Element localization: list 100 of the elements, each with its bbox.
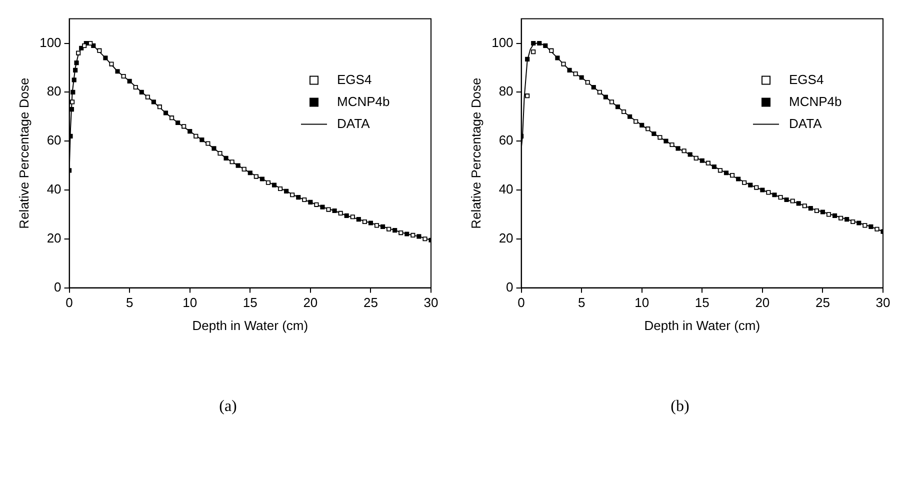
point	[868, 224, 874, 229]
point	[862, 223, 868, 228]
point	[206, 141, 210, 146]
point	[621, 109, 626, 114]
point	[874, 226, 880, 232]
point	[248, 170, 252, 176]
point	[169, 116, 174, 120]
x-tick-label: 25	[815, 295, 830, 310]
point	[525, 56, 530, 62]
y-tick-label: 80	[498, 84, 514, 99]
point	[194, 134, 198, 138]
point	[254, 174, 258, 179]
point	[320, 204, 325, 210]
point	[724, 170, 729, 176]
point	[676, 146, 680, 151]
point	[808, 206, 813, 211]
point	[290, 192, 295, 198]
point	[416, 234, 422, 239]
legend-label: EGS4	[789, 72, 824, 87]
point	[380, 224, 386, 229]
text: (a)	[219, 398, 237, 416]
x-tick-label: 30	[876, 295, 890, 310]
point	[652, 131, 656, 136]
point	[760, 188, 765, 192]
point	[597, 90, 602, 94]
point	[242, 166, 246, 172]
y-tick-label: 40	[498, 182, 514, 197]
point	[74, 60, 79, 66]
point	[314, 202, 319, 207]
y-tick-label: 0	[506, 279, 514, 294]
x-tick-label: 5	[126, 295, 134, 310]
point	[814, 208, 819, 214]
text: (b)	[670, 398, 690, 416]
point	[121, 74, 126, 79]
point	[682, 148, 686, 154]
point	[386, 226, 392, 232]
point	[151, 100, 156, 104]
point	[688, 152, 692, 157]
point	[820, 210, 826, 214]
point	[537, 40, 542, 46]
point	[531, 50, 536, 54]
point	[832, 213, 838, 218]
point	[332, 208, 337, 214]
y-tick-label: 20	[46, 230, 62, 246]
point	[212, 146, 216, 151]
point	[778, 195, 783, 200]
y-tick-label: 80	[46, 84, 62, 99]
legend-label: DATA	[789, 116, 822, 131]
point	[72, 78, 76, 82]
point	[658, 135, 662, 140]
y-tick-label: 60	[498, 132, 514, 148]
point	[543, 43, 548, 48]
point	[579, 75, 584, 80]
point	[712, 164, 716, 170]
point	[109, 62, 114, 66]
point	[700, 158, 704, 163]
point	[200, 138, 204, 142]
point	[531, 40, 536, 46]
point	[573, 72, 578, 76]
point	[736, 176, 741, 182]
y-tick-label: 100	[40, 34, 62, 50]
x-tick-label: 25	[363, 295, 378, 310]
point	[555, 56, 560, 60]
y-axis-title: Relative Percentage Dose	[16, 78, 32, 229]
y-axis-title: Relative Percentage Dose	[468, 78, 484, 229]
point	[856, 220, 862, 226]
point	[615, 104, 620, 110]
point	[236, 163, 240, 168]
point	[730, 173, 735, 178]
x-tick-label: 0	[518, 295, 525, 310]
point	[754, 185, 759, 190]
point	[163, 110, 168, 116]
point	[224, 156, 228, 160]
point	[561, 62, 566, 66]
point	[218, 151, 222, 156]
point	[603, 94, 608, 100]
point	[344, 213, 349, 218]
point	[302, 197, 307, 202]
point	[139, 90, 144, 94]
point	[350, 214, 355, 220]
x-tick-label: 20	[303, 295, 318, 310]
x-axis-title: Depth in Water (cm)	[192, 318, 308, 333]
point	[296, 195, 301, 200]
point	[127, 78, 132, 84]
point	[742, 180, 747, 185]
x-tick-label: 20	[755, 295, 770, 310]
point	[88, 40, 93, 46]
point	[670, 142, 674, 148]
x-tick-label: 15	[694, 295, 710, 310]
point	[368, 220, 374, 226]
point	[591, 84, 596, 90]
point	[326, 207, 331, 212]
point	[272, 182, 277, 188]
point	[70, 90, 76, 94]
legend-label: MCNP4b	[789, 94, 842, 109]
point	[525, 94, 530, 98]
point	[844, 217, 850, 222]
point	[850, 219, 856, 224]
point	[585, 80, 590, 85]
point	[398, 230, 404, 236]
